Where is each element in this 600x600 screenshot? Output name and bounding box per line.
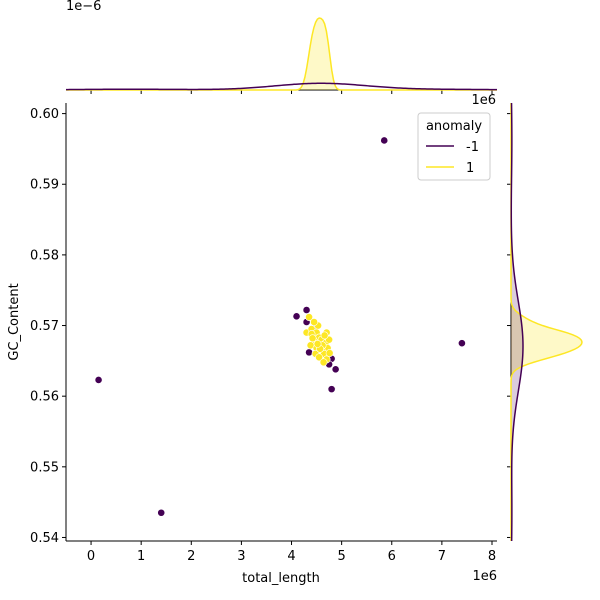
y-tick-label: 0.54 — [30, 531, 59, 546]
y-tick-label: 0.56 — [30, 390, 59, 405]
x-axis-ticks: 0 1 2 3 4 5 6 7 8 — [87, 541, 496, 564]
right-kde-fill-anomaly-1 — [511, 103, 582, 541]
legend-label-anomaly-1: 1 — [466, 161, 474, 176]
legend-label-anomaly-minus1: -1 — [466, 140, 479, 155]
scatter-point — [325, 349, 334, 357]
top-kde-fill-anomaly-1 — [66, 18, 497, 90]
top-kde-line-anomaly-minus1 — [65, 82, 498, 91]
legend-title: anomaly — [426, 119, 482, 134]
legend: anomaly -1 1 — [417, 112, 491, 181]
top-marginal: 1e−6 — [65, 0, 498, 94]
right-kde-line-anomaly-minus1 — [510, 102, 524, 542]
scatter-point — [319, 358, 328, 367]
scatter-point — [157, 508, 166, 517]
y-axis-ticks: 0.54 0.55 0.56 0.57 0.58 0.59 0.60 — [30, 107, 66, 546]
scatter-point — [331, 365, 340, 374]
y-axis-label: GC_Content — [7, 283, 22, 360]
x-tick-label: 3 — [237, 549, 245, 564]
scatter-point — [305, 348, 313, 357]
x-tick-label: 0 — [87, 549, 95, 564]
y-tick-label: 0.57 — [30, 319, 59, 334]
right-kde-fill-anomaly-minus1 — [511, 103, 523, 541]
scatter-point — [315, 353, 323, 362]
scatter-points — [94, 136, 466, 517]
x-axis-label: total_length — [242, 571, 320, 586]
scatter-point — [458, 339, 466, 348]
x-tick-label: 8 — [488, 549, 496, 564]
x-tick-label: 4 — [287, 549, 295, 564]
scatter-point — [302, 306, 311, 314]
top-marginal-offset-label: 1e−6 — [66, 0, 101, 14]
top-kde-line-anomaly-1 — [66, 17, 497, 91]
right-marginal-offset-label: 1e6 — [471, 93, 496, 108]
y-tick-label: 0.58 — [30, 248, 59, 263]
scatter-point — [320, 331, 329, 340]
y-tick-label: 0.60 — [30, 107, 59, 122]
scatter-point — [313, 339, 322, 348]
x-tick-label: 1 — [137, 549, 145, 564]
main-panel: 0 1 2 3 4 5 6 7 8 0.54 0.55 0.56 0.57 0.58 0.59 0.60 t… — [7, 93, 497, 586]
x-tick-label: 5 — [337, 549, 345, 564]
x-tick-label: 6 — [388, 549, 396, 564]
scatter-point — [292, 312, 301, 321]
scatter-point — [380, 136, 389, 145]
y-tick-label: 0.55 — [30, 460, 59, 475]
scatter-point — [310, 318, 318, 326]
x-tick-label: 2 — [187, 549, 195, 564]
x-tick-label: 7 — [438, 549, 446, 564]
scatter-point — [305, 313, 313, 321]
scatter-point — [308, 334, 317, 343]
x-axis-offset-label: 1e6 — [472, 569, 497, 584]
scatter-point — [327, 385, 336, 394]
right-marginal — [507, 102, 583, 542]
scatter-point — [94, 376, 103, 384]
y-tick-label: 0.59 — [30, 178, 59, 193]
